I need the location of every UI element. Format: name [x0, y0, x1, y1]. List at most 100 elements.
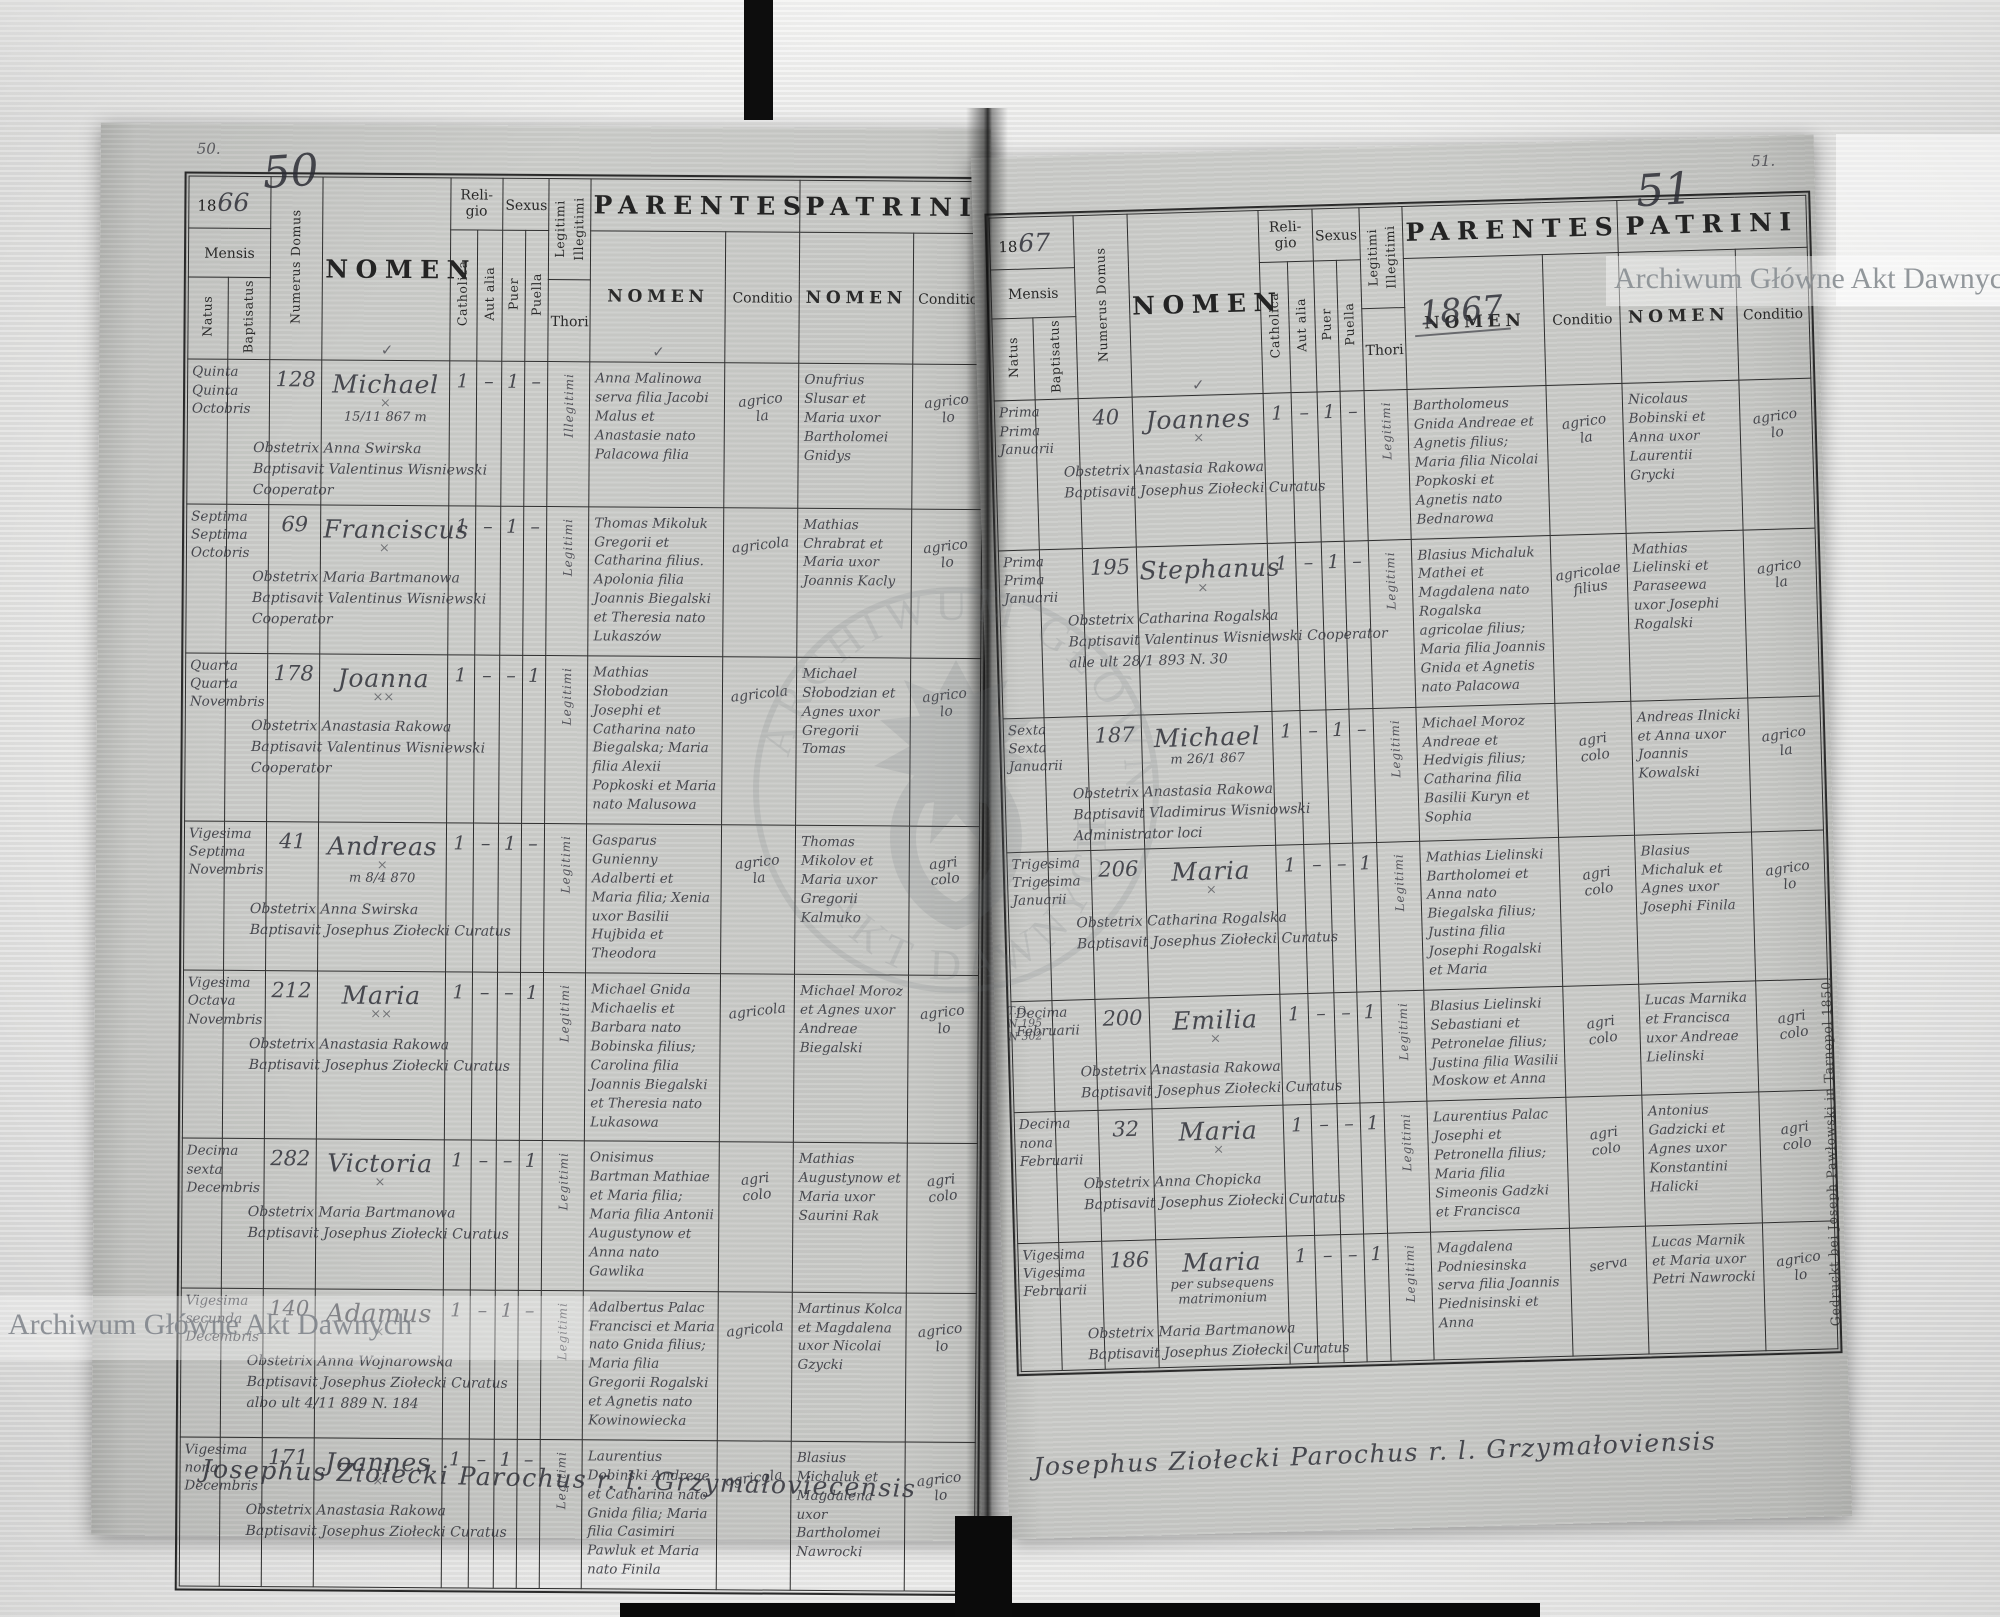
puella-mark: – [530, 515, 541, 538]
col-aut-alia: Aut alia [476, 230, 503, 362]
baptism-name: Victoria [327, 1148, 433, 1179]
cell-parentes-nomen: Thomas Mikoluk Gregorii et Catharina fil… [587, 506, 725, 657]
parentes-conditio: agri colo [1585, 1012, 1620, 1049]
register-row: Vigesima Vigesima Februarii 186 Maria pe… [1017, 1220, 1838, 1372]
cell-nomen: Joannes × Obstetrix Anastasia Rakowa Bap… [1064, 393, 1326, 547]
aut-alia-mark: – [1319, 1113, 1330, 1137]
puella-mark: 1 [1366, 1112, 1380, 1135]
house-number: 200 [1102, 1005, 1143, 1031]
catholica-mark: 1 [1270, 402, 1284, 426]
house-number: 282 [270, 1146, 311, 1171]
aut-alia-mark: – [479, 981, 490, 1004]
register-row: Quarta Quarta Novembris 178 Joanna ×× Ob… [184, 652, 981, 827]
parentes-conditio: agri colo [1588, 1124, 1623, 1161]
house-number: 206 [1097, 856, 1139, 882]
parentes-conditio: agri colo [1577, 729, 1612, 766]
register-row: Trigesima Trigesima Januarii 206 Maria ×… [1006, 829, 1828, 1002]
cell-patrini-nomen: Blasius Michaluk et Agnes uxor Josephi F… [1634, 831, 1756, 985]
col-parentes-nomen: NOMEN ✓ [589, 230, 727, 364]
col-sexus: Sexus [502, 178, 550, 231]
house-number: 195 [1089, 554, 1131, 580]
aut-alia-mark: – [1315, 1002, 1327, 1025]
col-natus: Natus [187, 277, 229, 360]
cell-aut-alia: – [1290, 392, 1321, 543]
cell-catholica: 1 [1282, 1104, 1315, 1236]
legitimacy-entry: Legitimi [1391, 852, 1408, 912]
page-number-left: 50 [261, 144, 321, 199]
cell-patrini-nomen: Onufrius Slusar et Maria uxor Bartholome… [798, 363, 913, 509]
cell-catholica: 1 [1286, 1235, 1318, 1364]
cell-mensis-natus: Septima Septima Octobris [185, 503, 250, 654]
cell-puella: 1 [518, 1140, 543, 1291]
name-note: m 8/4 870 [348, 871, 416, 887]
house-number: 40 [1092, 405, 1120, 431]
cell-parentes-conditio: agricola [723, 507, 799, 658]
cell-patrini-nomen: Blasius Michaluk et Magdalena uxor Barth… [790, 1441, 906, 1592]
house-number: 187 [1094, 722, 1136, 748]
cell-aut-alia: – [472, 823, 499, 973]
patrini-conditio: agrico lo [1775, 1247, 1822, 1284]
cell-parentes-conditio: agrico la [724, 363, 800, 508]
col-puer: Puer [1313, 260, 1341, 393]
year-annotation: 1867 [1411, 286, 1511, 338]
cell-puella: – [520, 823, 545, 973]
legitimacy-entry: Legitimi [1387, 718, 1404, 778]
legitimacy-entry: Illegitimi [561, 373, 576, 439]
legitimacy-entry: Legitimi [1383, 550, 1399, 610]
check-mark: ✓ [1191, 375, 1205, 395]
cell-thori: Legitimi [1383, 1101, 1431, 1233]
cell-parentes-conditio: agricola [717, 1291, 793, 1442]
register-row: Decima nona Februarii 32 Maria × Obstetr… [1014, 1090, 1835, 1244]
puer-mark: – [506, 664, 516, 687]
cell-nomen: Andreas × m 8/4 870 Obstetrix Anna Swirs… [250, 821, 511, 973]
parentes-entry: Laurentius Palac Josephi et Petronella f… [1432, 1106, 1554, 1221]
catholica-mark: 1 [1279, 719, 1293, 743]
cell-thori: Legitimi [1368, 538, 1417, 709]
register-row: Vigesima Octava Novembris 212 Maria ×× O… [182, 970, 979, 1144]
cell-parentes-conditio: agricola [716, 1440, 792, 1591]
patrini-conditio: agrico la [1755, 554, 1803, 591]
archive-watermark-bottom-left: Archiwum Główne Akt Dawnych [8, 1308, 413, 1341]
baptism-name: Maria [1181, 1246, 1262, 1278]
col-thori: Thori [1361, 307, 1408, 391]
cell-patrini-nomen: Martinus Kolca et Magdalena uxor Nicolai… [791, 1291, 907, 1442]
col-catholica: Catholica [1259, 261, 1291, 394]
register-table-right: 1867 Numerus Domus NOMEN✓ Reli-gio Sexus… [984, 190, 1843, 1376]
cell-parentes-nomen: Gasparus Gunienny Adalberti et Maria fil… [585, 823, 722, 975]
cell-mensis-natus: Decima sexta Decembris [181, 1138, 260, 1288]
cell-patrini-nomen: Mathias Augustynow et Maria uxor Saurini… [792, 1142, 908, 1293]
legitimacy-entry: Legitimi [557, 984, 572, 1043]
cell-aut-alia: – [473, 654, 500, 824]
cell-mensis-natus: Vigesima Octava Novembris [182, 970, 262, 1139]
parentes-entry: Blasius Lielinski Sebastiani et Petronel… [1429, 995, 1563, 1090]
name-mark: × [1212, 1142, 1225, 1158]
aut-alia-mark: – [484, 370, 494, 393]
cell-patrini-conditio: agrico la [1747, 695, 1824, 832]
catholica-mark: 1 [454, 664, 467, 687]
puella-mark: 1 [1359, 851, 1372, 875]
col-patrini-nomen: NOMEN [799, 232, 914, 365]
house-number: 69 [281, 511, 309, 537]
cell-parentes-nomen: Bartholomeus Gnida Andreae et Agnetis fi… [1407, 385, 1551, 539]
cell-nomen: Michael m 26/1 867 Obstetrix Anastasia R… [1073, 710, 1311, 849]
parish-signature-right: Josephus Ziołecki Parochus r. l. Grzymał… [1032, 1426, 1717, 1482]
cell-parentes-nomen: Blasius Lielinski Sebastiani et Petronel… [1424, 986, 1567, 1102]
cell-patrini-nomen: Antonius Gadzicki et Agnes uxor Konstant… [1642, 1092, 1763, 1226]
parentes-entry: Bartholomeus Gnida Andreae et Agnetis fi… [1413, 395, 1543, 528]
patrini-conditio: agrico lo [1764, 856, 1811, 893]
parentes-entry: Onisimus Bartman Mathiae et Maria filia;… [589, 1149, 719, 1280]
puer-mark: 1 [1326, 550, 1340, 573]
catholica-mark: 1 [1275, 551, 1288, 575]
cell-parentes-conditio: agricolae filius [1550, 532, 1631, 704]
register-row: Prima Prima Januarii 40 Joannes × Obstet… [994, 378, 1816, 551]
col-puella: Puella [524, 230, 549, 362]
cell-puer: – [1340, 1233, 1368, 1363]
patrini-entry: Lucas Marnik et Maria uxor Petri Nawrock… [1651, 1231, 1756, 1288]
cell-catholica: 1 [447, 505, 476, 655]
page-number-small-right: 51. [1751, 151, 1776, 171]
puer-mark: 1 [503, 832, 517, 855]
cell-puer: 1 [500, 361, 525, 507]
cell-nomen: Maria × Obstetrix Catharina Rogalska Bap… [1076, 844, 1338, 998]
cell-nomen: Maria ×× Obstetrix Anastasia Rakowa Bapt… [249, 971, 510, 1141]
cell-patrini-nomen: Lucas Marnik et Maria uxor Petri Nawrock… [1645, 1222, 1767, 1354]
